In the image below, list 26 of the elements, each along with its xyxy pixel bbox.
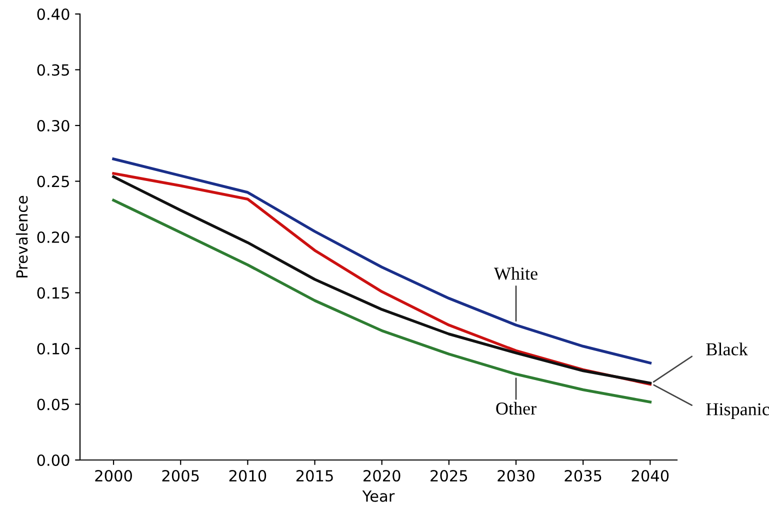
text: Black xyxy=(706,342,748,356)
x-tick-label: 2030 xyxy=(498,470,534,482)
y-tick-label: 0.00 xyxy=(37,454,70,466)
x-tick-label: 2015 xyxy=(296,470,333,482)
x-tick-label: 2040 xyxy=(632,470,669,482)
x-tick-label: 2005 xyxy=(162,470,199,482)
line-series xyxy=(112,158,652,364)
series-label: White xyxy=(494,267,538,280)
y-tick-label: 0.10 xyxy=(37,342,70,355)
y-tick-label: 0.20 xyxy=(37,231,70,244)
y-tick-label: 0.05 xyxy=(37,398,69,410)
y-tick-label: 0.30 xyxy=(37,120,70,132)
x-axis-title: Year xyxy=(362,490,395,502)
y-tick-label: 0.35 xyxy=(37,64,69,76)
text: Hispanic xyxy=(706,403,769,420)
x-tick-label: 2020 xyxy=(364,470,400,482)
series-label: Other xyxy=(496,402,536,415)
x-tick-label: 2000 xyxy=(95,470,132,482)
x-tick-label: 2025 xyxy=(430,470,468,482)
line-series xyxy=(112,198,652,404)
y-tick-label: 0.40 xyxy=(37,8,70,20)
y-tick-label: 0.15 xyxy=(37,287,69,299)
y-axis-title: Prevalence xyxy=(16,196,28,278)
x-tick-label: 2035 xyxy=(564,470,602,482)
y-tick-label: 0.25 xyxy=(37,176,69,188)
x-tick-label: 2010 xyxy=(229,470,266,482)
